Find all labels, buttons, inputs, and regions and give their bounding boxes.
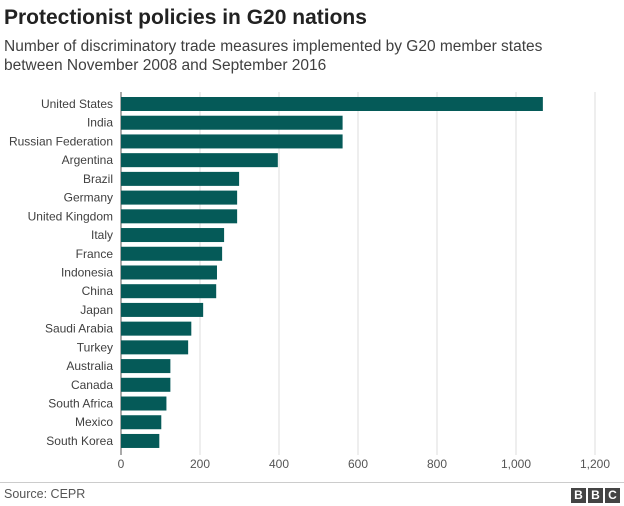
x-tick-label: 600 [348,457,368,471]
category-label: South Korea [46,434,113,448]
category-label: Italy [91,228,113,242]
category-label: Brazil [83,172,113,186]
bar [121,265,217,280]
bbc-logo-letter: B [571,488,586,503]
category-label: Germany [64,191,113,205]
bar [121,415,162,430]
bar [121,284,217,299]
bar [121,321,192,336]
category-label: China [82,284,114,298]
bar [121,246,223,261]
category-label: United States [41,97,113,111]
x-tick-label: 400 [269,457,289,471]
bbc-logo-letter: C [605,488,620,503]
x-tick-label: 800 [427,457,447,471]
footer-divider [0,482,624,483]
bar [121,153,278,168]
bar [121,340,189,355]
bar [121,190,238,205]
category-label: United Kingdom [28,209,113,223]
source-note: Source: CEPR [4,487,86,501]
bar [121,359,171,374]
category-label: Mexico [75,415,113,429]
category-label: Russian Federation [9,134,113,148]
bar-chart: 0 200 400 600 800 1,000 1,200 United States Indi… [9,92,610,471]
bar [121,228,225,243]
category-label: Indonesia [61,265,113,279]
bar [121,433,160,448]
bar [121,97,543,111]
bar [121,171,240,186]
bar [121,377,171,392]
category-label: Canada [71,378,113,392]
x-tick-label: 1,200 [580,457,610,471]
category-label: Australia [66,359,113,373]
x-tick-label: 1,000 [501,457,531,471]
category-label: Japan [80,303,113,317]
bar [121,209,238,224]
x-tick-label: 200 [190,457,210,471]
bbc-logo: B B C [571,488,620,503]
bar [121,302,204,317]
bbc-logo-letter: B [588,488,603,503]
bar [121,134,343,149]
chart-subtitle: Number of discriminatory trade measures … [4,38,543,74]
category-label: France [76,247,114,261]
chart-title: Protectionist policies in G20 nations [4,6,367,29]
category-label: South Africa [48,397,113,411]
bar [121,115,343,130]
category-label: Argentina [62,153,114,167]
x-tick-label: 0 [118,457,125,471]
category-label: India [87,116,113,130]
category-label: Turkey [77,340,113,354]
bar [121,396,167,411]
category-label: Saudi Arabia [45,322,113,336]
